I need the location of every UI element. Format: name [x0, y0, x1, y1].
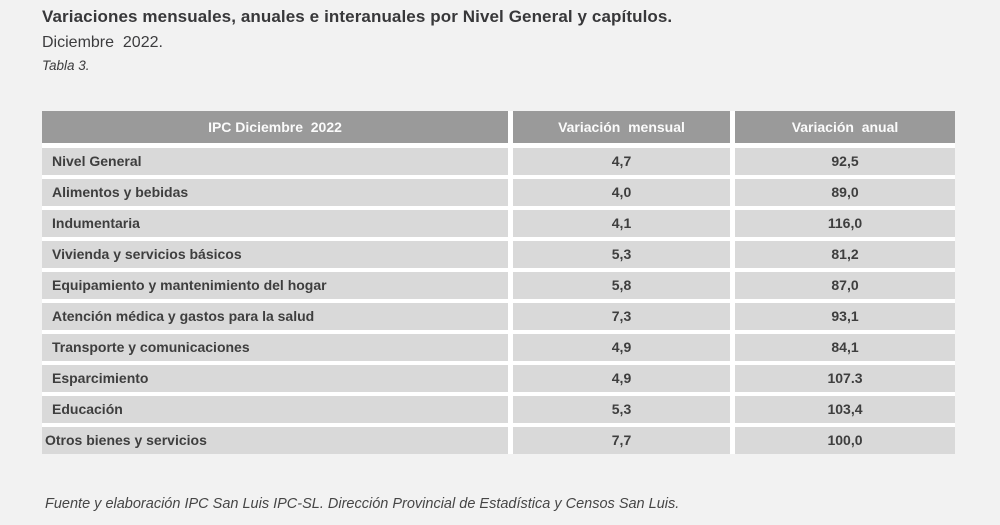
header-cell-variacion-anual: Variación anual — [735, 111, 955, 143]
table-row: Esparcimiento 4,9 107.3 — [42, 365, 955, 392]
header-cell-variacion-mensual: Variación mensual — [513, 111, 730, 143]
row-monthly-value-cell: 5,8 — [513, 272, 730, 299]
table-caption: Tabla 3. — [42, 58, 90, 73]
row-label-cell: Esparcimiento — [42, 365, 508, 392]
row-monthly-value-cell: 7,3 — [513, 303, 730, 330]
row-annual-value-cell: 93,1 — [735, 303, 955, 330]
row-annual-value-cell: 103,4 — [735, 396, 955, 423]
row-annual-value-cell: 81,2 — [735, 241, 955, 268]
table-row: Vivienda y servicios básicos 5,3 81,2 — [42, 241, 955, 268]
row-annual-value-cell: 92,5 — [735, 148, 955, 175]
header-cell-ipc: IPC Diciembre 2022 — [42, 111, 508, 143]
row-monthly-value-cell: 4,0 — [513, 179, 730, 206]
row-label-cell: Alimentos y bebidas — [42, 179, 508, 206]
row-label-cell: Atención médica y gastos para la salud — [42, 303, 508, 330]
row-annual-value-cell: 84,1 — [735, 334, 955, 361]
row-label-cell: Educación — [42, 396, 508, 423]
source-note: Fuente y elaboración IPC San Luis IPC-SL… — [45, 496, 680, 512]
row-monthly-value-cell: 7,7 — [513, 427, 730, 454]
row-annual-value-cell: 107.3 — [735, 365, 955, 392]
table-row: Nivel General 4,7 92,5 — [42, 148, 955, 175]
row-annual-value-cell: 89,0 — [735, 179, 955, 206]
row-annual-value-cell: 100,0 — [735, 427, 955, 454]
table-body: Nivel General 4,7 92,5 Alimentos y bebid… — [42, 148, 955, 454]
table-row: Otros bienes y servicios 7,7 100,0 — [42, 427, 955, 454]
table-row: Alimentos y bebidas 4,0 89,0 — [42, 179, 955, 206]
table-row: Equipamiento y mantenimiento del hogar 5… — [42, 272, 955, 299]
row-label-cell: Indumentaria — [42, 210, 508, 237]
table-header-row: IPC Diciembre 2022 Variación mensual Var… — [42, 111, 955, 143]
table-row: Atención médica y gastos para la salud 7… — [42, 303, 955, 330]
row-monthly-value-cell: 4,1 — [513, 210, 730, 237]
row-annual-value-cell: 87,0 — [735, 272, 955, 299]
row-label-cell: Nivel General — [42, 148, 508, 175]
row-label-cell: Transporte y comunicaciones — [42, 334, 508, 361]
page-title: Variaciones mensuales, anuales e interan… — [42, 7, 673, 26]
table-row: Transporte y comunicaciones 4,9 84,1 — [42, 334, 955, 361]
row-label-cell: Vivienda y servicios básicos — [42, 241, 508, 268]
row-monthly-value-cell: 4,7 — [513, 148, 730, 175]
row-label-cell: Equipamiento y mantenimiento del hogar — [42, 272, 508, 299]
row-annual-value-cell: 116,0 — [735, 210, 955, 237]
row-monthly-value-cell: 5,3 — [513, 396, 730, 423]
row-monthly-value-cell: 4,9 — [513, 334, 730, 361]
row-monthly-value-cell: 4,9 — [513, 365, 730, 392]
row-label-cell: Otros bienes y servicios — [42, 427, 508, 454]
table-row: Indumentaria 4,1 116,0 — [42, 210, 955, 237]
document-header: Variaciones mensuales, anuales e interan… — [42, 6, 672, 74]
row-monthly-value-cell: 5,3 — [513, 241, 730, 268]
ipc-table: IPC Diciembre 2022 Variación mensual Var… — [42, 111, 955, 454]
page-subtitle: Diciembre 2022. — [42, 34, 163, 51]
table-row: Educación 5,3 103,4 — [42, 396, 955, 423]
